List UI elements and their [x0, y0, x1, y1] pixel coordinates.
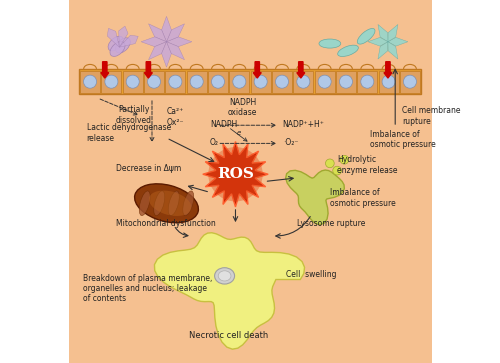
- Circle shape: [254, 75, 267, 88]
- Ellipse shape: [149, 191, 192, 216]
- Bar: [378, 71, 398, 93]
- Polygon shape: [388, 42, 398, 59]
- Bar: [102, 71, 121, 93]
- Circle shape: [333, 166, 342, 175]
- Polygon shape: [148, 24, 166, 42]
- Text: Cell membrane
rupture: Cell membrane rupture: [402, 106, 461, 126]
- Ellipse shape: [154, 191, 164, 216]
- Circle shape: [382, 75, 395, 88]
- Polygon shape: [388, 24, 398, 42]
- Polygon shape: [203, 142, 268, 207]
- Circle shape: [212, 75, 224, 88]
- Circle shape: [326, 159, 334, 168]
- Ellipse shape: [214, 268, 234, 284]
- Bar: [272, 71, 292, 93]
- FancyArrow shape: [101, 62, 109, 78]
- Bar: [230, 71, 250, 93]
- Text: NADP⁺+H⁺: NADP⁺+H⁺: [282, 120, 325, 129]
- Circle shape: [126, 75, 139, 88]
- Polygon shape: [368, 37, 388, 46]
- Polygon shape: [162, 42, 172, 67]
- FancyArrow shape: [384, 62, 392, 78]
- Bar: [314, 71, 334, 93]
- Bar: [80, 71, 100, 93]
- Bar: [123, 71, 142, 93]
- Text: Hydrolytic
enzyme release: Hydrolytic enzyme release: [337, 155, 398, 175]
- Circle shape: [404, 75, 416, 88]
- Ellipse shape: [116, 38, 130, 53]
- Bar: [358, 71, 377, 93]
- Text: Cell  swelling: Cell swelling: [286, 270, 337, 278]
- Circle shape: [233, 75, 246, 88]
- Bar: [166, 71, 186, 93]
- Polygon shape: [166, 37, 192, 47]
- Bar: [144, 71, 164, 93]
- Text: NADPH
oxidase: NADPH oxidase: [228, 98, 258, 117]
- Ellipse shape: [140, 191, 150, 216]
- Text: Necrotic cell death: Necrotic cell death: [188, 331, 268, 340]
- Text: NADPH: NADPH: [210, 120, 238, 129]
- Circle shape: [148, 75, 160, 88]
- Polygon shape: [162, 16, 172, 42]
- Bar: [400, 71, 420, 93]
- Text: Mitochondrial dysfunction: Mitochondrial dysfunction: [116, 219, 216, 228]
- Text: Breakdown of plasma membrane,
organelles and nucleus; leakage
of contents: Breakdown of plasma membrane, organelles…: [83, 274, 212, 303]
- Circle shape: [84, 75, 96, 88]
- Text: e: e: [237, 130, 241, 136]
- Polygon shape: [118, 26, 128, 47]
- Circle shape: [169, 75, 182, 88]
- Circle shape: [105, 75, 118, 88]
- Polygon shape: [388, 37, 408, 46]
- Ellipse shape: [108, 36, 124, 51]
- Circle shape: [190, 75, 203, 88]
- Polygon shape: [108, 28, 120, 47]
- Circle shape: [318, 75, 331, 88]
- Text: Imbalance of
osmotic pressure: Imbalance of osmotic pressure: [330, 188, 396, 208]
- Polygon shape: [166, 24, 184, 42]
- Circle shape: [208, 147, 262, 201]
- Ellipse shape: [358, 28, 375, 44]
- Polygon shape: [148, 42, 166, 60]
- Text: Decrease in Δψm: Decrease in Δψm: [116, 164, 181, 173]
- Ellipse shape: [319, 39, 341, 48]
- Polygon shape: [120, 35, 138, 47]
- Text: ·O₂⁻: ·O₂⁻: [282, 138, 298, 147]
- Text: Lactic dehydrogenase
release: Lactic dehydrogenase release: [86, 123, 171, 143]
- Bar: [294, 71, 314, 93]
- Text: ROS: ROS: [217, 167, 254, 181]
- Bar: [186, 71, 206, 93]
- Polygon shape: [154, 233, 304, 349]
- Polygon shape: [378, 42, 388, 59]
- Ellipse shape: [218, 271, 231, 281]
- Polygon shape: [141, 37, 167, 47]
- FancyBboxPatch shape: [80, 69, 420, 94]
- Circle shape: [276, 75, 288, 88]
- Polygon shape: [286, 170, 344, 225]
- FancyArrow shape: [144, 62, 152, 78]
- Ellipse shape: [110, 42, 125, 56]
- Polygon shape: [166, 42, 184, 60]
- Text: Imbalance of
osmotic pressure: Imbalance of osmotic pressure: [370, 130, 436, 150]
- Text: Ox²⁻: Ox²⁻: [166, 118, 184, 127]
- Polygon shape: [378, 24, 388, 42]
- FancyBboxPatch shape: [61, 0, 439, 363]
- Circle shape: [297, 75, 310, 88]
- FancyArrow shape: [254, 62, 262, 78]
- Bar: [336, 71, 356, 93]
- FancyArrow shape: [297, 62, 305, 78]
- Text: O₂: O₂: [210, 138, 219, 147]
- Ellipse shape: [338, 45, 358, 57]
- Circle shape: [361, 75, 374, 88]
- Circle shape: [340, 75, 352, 88]
- Bar: [250, 71, 270, 93]
- Text: Ca²⁺: Ca²⁺: [166, 107, 184, 116]
- Bar: [208, 71, 228, 93]
- Ellipse shape: [183, 191, 194, 216]
- Circle shape: [340, 155, 348, 164]
- Ellipse shape: [168, 191, 179, 216]
- Text: Lysosome rupture: Lysosome rupture: [297, 219, 366, 228]
- Ellipse shape: [134, 184, 198, 223]
- Text: Partially
dissolved: Partially dissolved: [116, 105, 152, 125]
